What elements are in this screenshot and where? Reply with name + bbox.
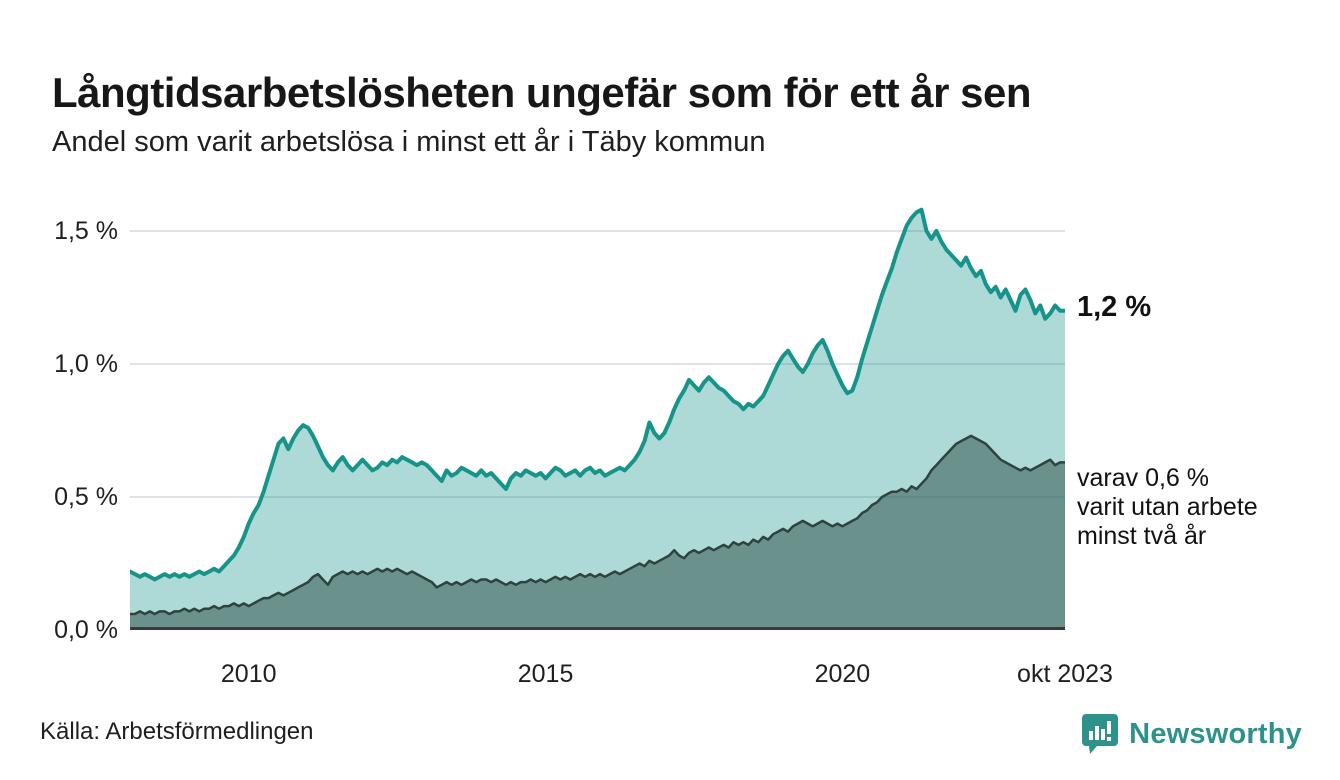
area-series-2 bbox=[130, 435, 1065, 630]
source-caption: Källa: Arbetsförmedlingen bbox=[40, 718, 314, 745]
y-tick-label: 1,5 % bbox=[54, 216, 118, 245]
y-tick-label: 0,0 % bbox=[54, 616, 118, 644]
chart-plot bbox=[130, 207, 1065, 630]
line-series-1 bbox=[130, 207, 1065, 582]
x-tick-label: 2020 bbox=[814, 660, 871, 688]
chart-subtitle: Andel som varit arbetslösa i minst ett å… bbox=[52, 126, 766, 158]
x-tick-label: 2010 bbox=[220, 660, 277, 688]
y-tick-label: 1,0 % bbox=[54, 349, 118, 378]
brand-lockup: Newsworthy bbox=[1081, 708, 1302, 760]
x-tick-label: 2015 bbox=[517, 660, 574, 688]
line-series-2 bbox=[130, 434, 1065, 616]
page-title: Långtidsarbetslösheten ungefär som för e… bbox=[52, 69, 1032, 117]
end-value-label: 1,2 % bbox=[1077, 290, 1152, 323]
y-tick-label: 0,5 % bbox=[54, 482, 118, 511]
newsworthy-chart-bubble-icon bbox=[1081, 713, 1119, 755]
brand-name: Newsworthy bbox=[1129, 717, 1302, 750]
secondary-value-label: varav 0,6 % varit utan arbete minst två år bbox=[1077, 464, 1258, 551]
x-tick-label: okt 2023 bbox=[1017, 660, 1113, 688]
